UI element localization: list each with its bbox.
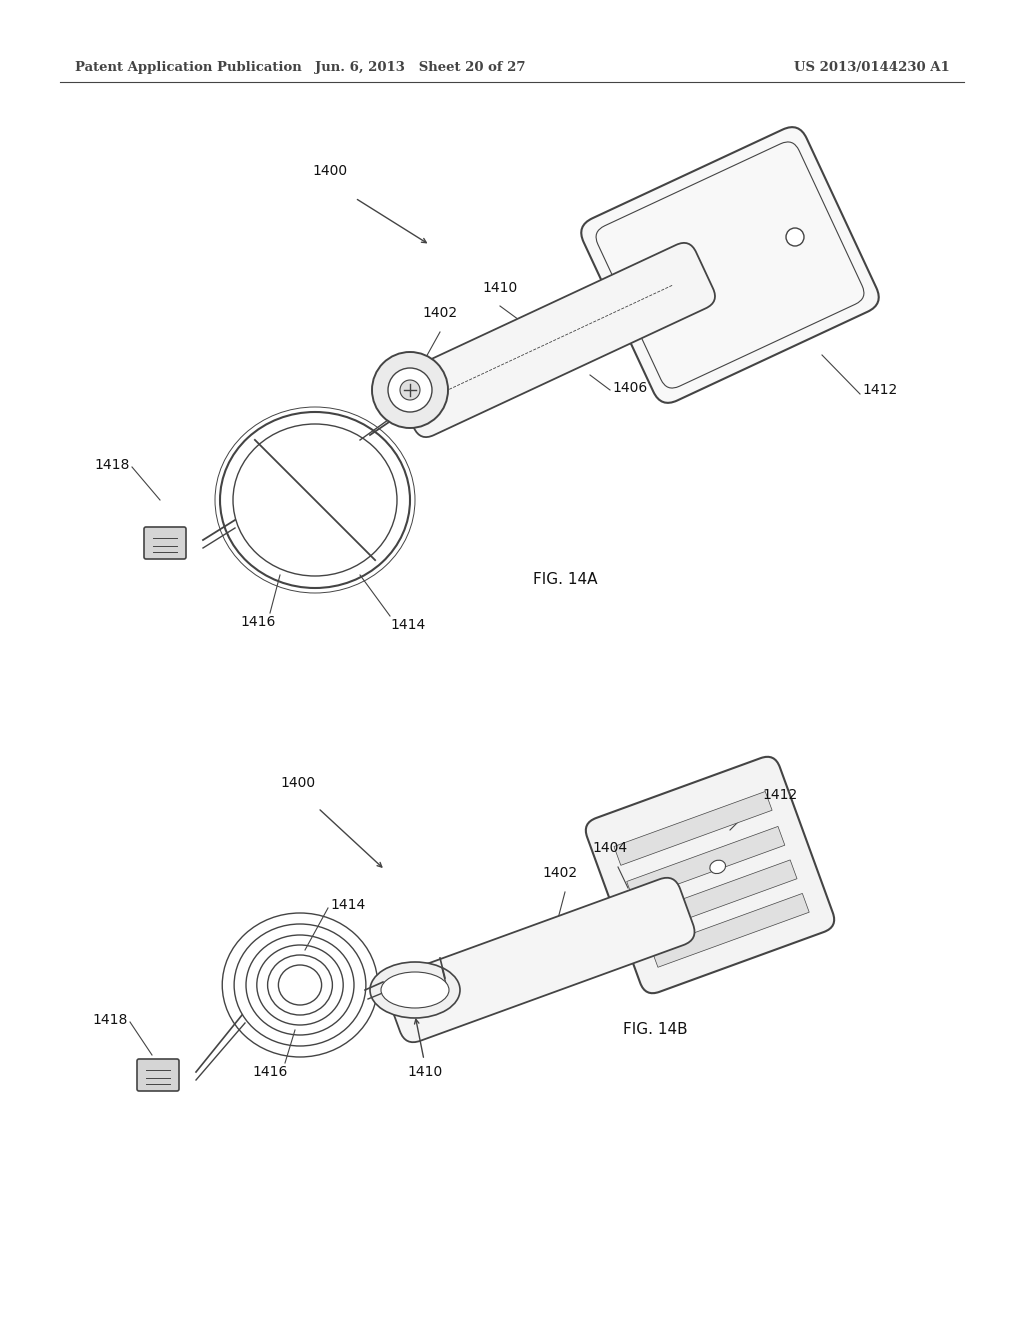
FancyBboxPatch shape	[582, 127, 879, 403]
FancyBboxPatch shape	[651, 894, 809, 968]
Text: 1418: 1418	[92, 1012, 128, 1027]
Text: FIG. 14A: FIG. 14A	[532, 573, 597, 587]
Text: 1410: 1410	[482, 281, 517, 294]
Text: 1410: 1410	[408, 1065, 442, 1078]
Text: 1406: 1406	[612, 381, 647, 395]
Text: Jun. 6, 2013   Sheet 20 of 27: Jun. 6, 2013 Sheet 20 of 27	[314, 62, 525, 74]
Text: FIG. 14B: FIG. 14B	[623, 1023, 687, 1038]
Text: Patent Application Publication: Patent Application Publication	[75, 62, 302, 74]
Text: 1414: 1414	[390, 618, 425, 632]
Ellipse shape	[381, 972, 449, 1008]
FancyBboxPatch shape	[144, 527, 186, 558]
FancyBboxPatch shape	[639, 859, 797, 933]
Ellipse shape	[786, 228, 804, 246]
Text: 1402: 1402	[423, 306, 458, 319]
Ellipse shape	[370, 962, 460, 1018]
Text: 1412: 1412	[762, 788, 798, 803]
FancyBboxPatch shape	[614, 792, 772, 866]
Text: 1400: 1400	[312, 164, 347, 178]
FancyBboxPatch shape	[627, 826, 784, 900]
Text: 1404: 1404	[593, 841, 628, 855]
Ellipse shape	[233, 424, 397, 576]
FancyBboxPatch shape	[395, 243, 715, 437]
Text: 1412: 1412	[862, 383, 897, 397]
Ellipse shape	[400, 380, 420, 400]
Text: 1414: 1414	[330, 898, 366, 912]
Ellipse shape	[710, 861, 726, 874]
Ellipse shape	[388, 368, 432, 412]
Text: 1416: 1416	[241, 615, 275, 630]
Text: 1416: 1416	[252, 1065, 288, 1078]
FancyBboxPatch shape	[137, 1059, 179, 1092]
Text: 1400: 1400	[281, 776, 315, 789]
Text: US 2013/0144230 A1: US 2013/0144230 A1	[795, 62, 950, 74]
Text: 1402: 1402	[543, 866, 578, 880]
Text: 1418: 1418	[94, 458, 130, 473]
FancyBboxPatch shape	[586, 756, 835, 993]
FancyBboxPatch shape	[385, 878, 694, 1043]
Ellipse shape	[372, 352, 449, 428]
